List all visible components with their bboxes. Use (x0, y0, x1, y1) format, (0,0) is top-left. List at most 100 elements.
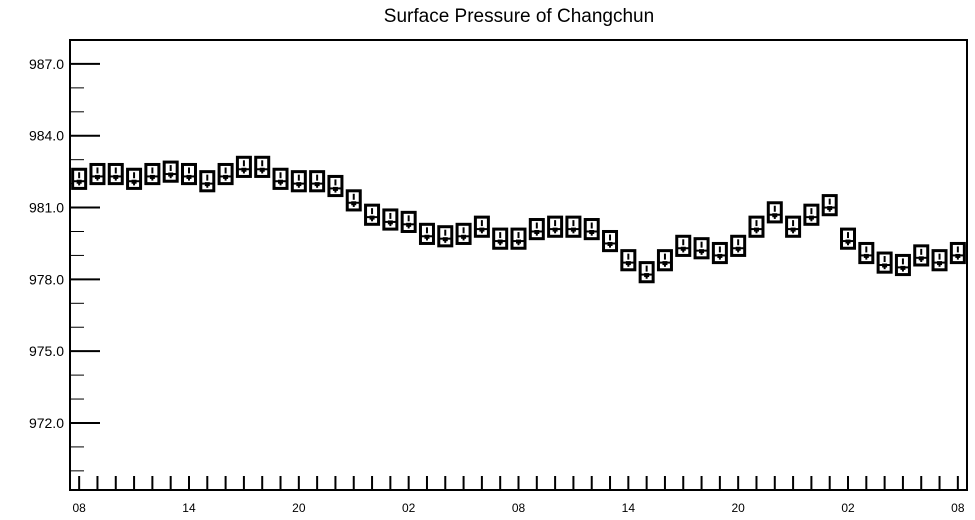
box-outline (455, 222, 472, 245)
box-center-marker (644, 273, 650, 278)
pressure-box (455, 222, 472, 245)
box-series (71, 155, 966, 284)
pressure-box (510, 227, 527, 250)
box-outline (583, 218, 600, 241)
box-outline (180, 162, 197, 186)
box-center-marker (204, 182, 210, 187)
pressure-box (602, 229, 619, 253)
pressure-box (730, 234, 747, 257)
box-center-marker (351, 201, 357, 206)
box-outline (693, 237, 710, 260)
box-center-marker (552, 227, 558, 232)
box-center-marker (94, 174, 100, 179)
box-outline (711, 241, 728, 265)
pressure-box (235, 155, 252, 178)
box-outline (437, 225, 454, 248)
box-outline (345, 189, 362, 212)
pressure-box (858, 241, 875, 265)
box-center-marker (406, 222, 412, 227)
pressure-box (345, 189, 362, 212)
box-outline (803, 203, 820, 226)
box-outline (766, 201, 783, 224)
pressure-box (620, 249, 637, 272)
box-center-marker (497, 239, 503, 244)
box-outline (418, 222, 435, 245)
pressure-box (528, 218, 545, 241)
pressure-box (272, 167, 289, 190)
box-center-marker (625, 261, 631, 266)
box-center-marker (223, 174, 229, 179)
box-center-marker (662, 261, 668, 266)
box-center-marker (589, 229, 595, 234)
box-center-marker (296, 182, 302, 187)
box-center-marker (735, 246, 741, 251)
pressure-box (71, 167, 88, 190)
x-tick-label: 08 (512, 501, 526, 515)
box-outline (565, 215, 582, 238)
pressure-box (876, 251, 893, 274)
box-center-marker (699, 249, 705, 254)
x-tick-label: 02 (402, 501, 416, 515)
box-center-marker (863, 253, 869, 258)
chart-title: Surface Pressure of Changchun (384, 6, 654, 27)
y-axis: 987.0 984.0 981.0 978.0 975.0 972.0 (29, 56, 100, 472)
box-center-marker (76, 179, 82, 184)
box-center-marker (314, 182, 320, 187)
x-tick-label: 20 (731, 501, 745, 515)
box-center-marker (845, 239, 851, 244)
box-outline (620, 249, 637, 272)
pressure-box (821, 194, 838, 217)
box-center-marker (607, 241, 613, 246)
box-outline (89, 162, 106, 186)
pressure-box (473, 215, 490, 238)
box-outline (821, 194, 838, 217)
box-center-marker (461, 234, 467, 239)
box-outline (638, 261, 655, 284)
pressure-box (180, 162, 197, 186)
box-center-marker (918, 256, 924, 261)
pressure-box (931, 249, 948, 272)
x-tick-label: 20 (292, 501, 306, 515)
box-center-marker (131, 179, 137, 184)
box-center-marker (369, 215, 375, 220)
y-tick-label: 975.0 (29, 343, 64, 359)
box-outline (473, 215, 490, 238)
box-outline (656, 249, 673, 272)
box-outline (71, 167, 88, 190)
box-center-marker (186, 174, 192, 179)
box-outline (602, 229, 619, 253)
box-outline (528, 218, 545, 241)
box-outline (949, 241, 966, 265)
pressure-box (290, 170, 307, 193)
box-center-marker (827, 206, 833, 211)
box-center-marker (955, 253, 961, 258)
box-center-marker (479, 227, 485, 232)
x-tick-label: 08 (951, 501, 965, 515)
x-tick-label: 08 (72, 501, 86, 515)
pressure-box (107, 162, 124, 186)
pressure-box (656, 249, 673, 272)
box-outline (400, 210, 417, 233)
box-center-marker (332, 186, 338, 191)
box-center-marker (717, 253, 723, 258)
pressure-box (748, 215, 765, 238)
box-outline (199, 170, 216, 193)
pressure-box (766, 201, 783, 224)
box-center-marker (387, 220, 393, 225)
box-center-marker (442, 237, 448, 242)
y-tick-label: 987.0 (29, 56, 64, 72)
box-center-marker (882, 263, 888, 268)
pressure-box (949, 241, 966, 265)
box-outline (785, 215, 802, 238)
box-center-marker (259, 167, 265, 172)
x-tick-label: 14 (622, 501, 636, 515)
box-center-marker (241, 167, 247, 172)
pressure-box (565, 215, 582, 238)
box-outline (748, 215, 765, 238)
box-center-marker (772, 213, 778, 218)
box-outline (730, 234, 747, 257)
pressure-box (693, 237, 710, 260)
x-tick-label: 14 (182, 501, 196, 515)
box-center-marker (790, 227, 796, 232)
pressure-box (785, 215, 802, 238)
